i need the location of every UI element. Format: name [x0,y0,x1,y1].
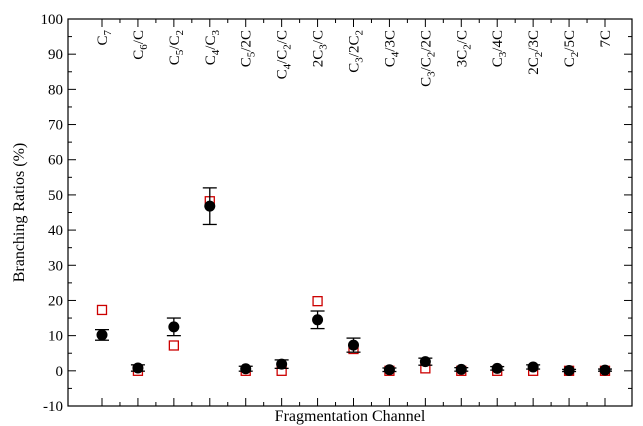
channel-label: C5/C2 [167,30,186,65]
series-layer [95,187,612,376]
y-tick-label: 60 [48,153,63,169]
channel-label: C4/3C [382,30,401,67]
channel-label-text: C3/4C [490,30,509,67]
circle-point [527,361,539,373]
channel-label: 2C3/C [311,30,330,67]
circle-point [168,321,180,333]
channel-label-text: 7C [598,30,614,48]
circle-point [491,362,503,374]
y-tick-label: 20 [48,293,63,309]
channel-label-text: C4/C2/C [275,30,294,79]
y-tick-label: 10 [48,329,63,345]
circle-point [455,363,467,375]
circle-point [132,362,144,374]
y-tick-label: 100 [41,12,64,28]
y-tick-label: -10 [43,399,63,415]
channel-label: C7 [95,30,114,46]
square-point [312,296,323,307]
channel-label-text: C7 [95,30,114,46]
channel-label-text: C5/C2 [167,30,186,65]
channel-labels: C7 C6/C C5/C2 C4/C3 C5/2C C4/C2/C 2C3/C C3/2C2 C… [95,30,614,87]
circle-point [563,364,575,376]
channel-label: C3/2C2 [347,30,366,73]
channel-label: 2C2/3C [526,30,545,75]
channel-label-text: C3/C2/2C [418,30,437,87]
channel-label-text: C2/5C [562,30,581,67]
square-point [168,340,180,351]
channel-label-text: 3C2/C [454,30,473,67]
channel-label-text: 2C3/C [311,30,330,67]
square-point [96,304,108,316]
x-axis-title: Fragmentation Channel [275,408,426,425]
x-axis [101,19,606,406]
y-tick-label: 30 [48,258,63,274]
circle-point [599,364,611,376]
channel-label-text: C4/C3 [203,30,222,66]
channel-label-text: C3/2C2 [347,30,366,73]
channel-label: C6/C [131,30,150,60]
circle-point [240,363,252,375]
circle-point [383,364,395,376]
y-tick-label: 50 [48,188,63,204]
circle-point [419,356,431,368]
channel-label: C4/C3 [203,30,222,66]
channel-label: 7C [598,30,614,48]
channel-label: C3/C2/2C [418,30,437,87]
channel-label-text: C5/2C [239,30,258,67]
channel-label: 3C2/C [454,30,473,67]
circle-point [348,339,359,351]
y-tick-label: 0 [56,364,64,380]
circle-point [204,200,216,212]
channel-label-text: 2C2/3C [526,30,545,75]
y-tick-label: 40 [48,223,63,239]
y-axis-title: Branching Ratios (%) [11,143,28,283]
y-axis: -10 0 10 20 30 40 50 60 70 80 90 100 [41,12,632,415]
y-tick-label: 90 [48,47,63,63]
channel-label: C5/2C [239,30,258,67]
channel-label: C2/5C [562,30,581,67]
channel-label-text: C4/3C [382,30,401,67]
circle-point [96,329,108,341]
channel-label: C3/4C [490,30,509,67]
y-tick-label: 80 [48,82,63,98]
circle-point [276,358,288,370]
channel-label: C4/C2/C [275,30,294,79]
circle-point [312,314,324,326]
y-tick-label: 70 [48,118,63,134]
channel-label-text: C6/C [131,30,150,60]
